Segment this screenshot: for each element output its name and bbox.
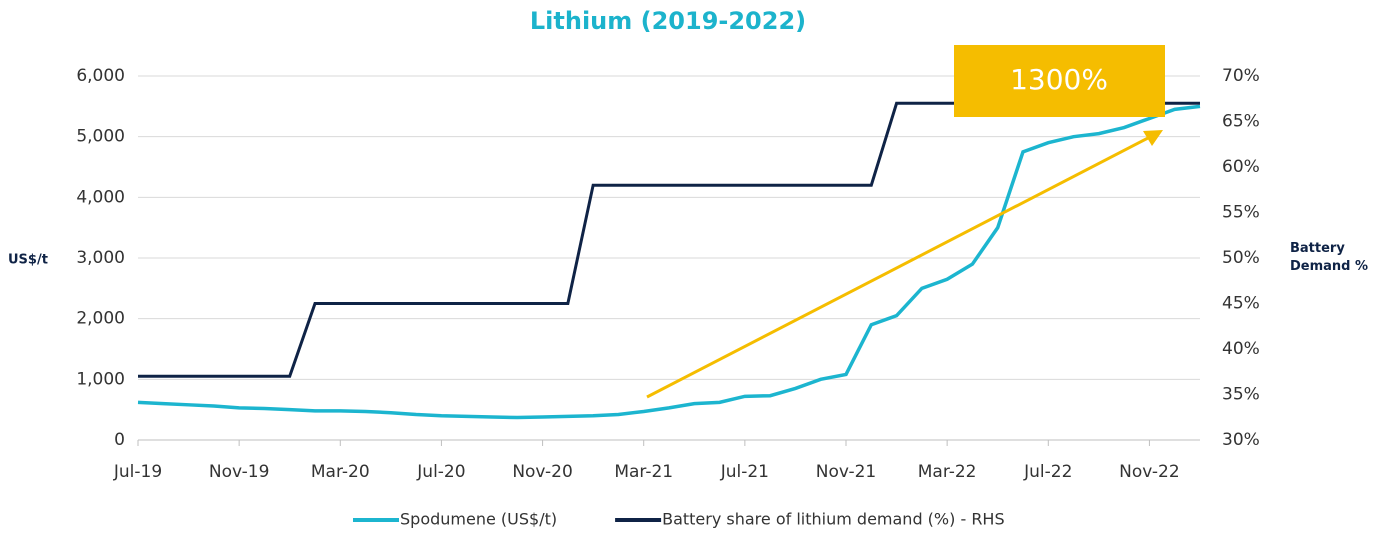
y2-tick-label: 65% bbox=[1222, 112, 1260, 132]
y2-tick-label: 60% bbox=[1222, 157, 1260, 177]
x-tick-label: Jul-19 bbox=[113, 462, 162, 482]
x-tick-label: Jul-20 bbox=[416, 462, 465, 482]
x-tick-label: Jul-22 bbox=[1023, 462, 1072, 482]
y2-tick-label: 45% bbox=[1222, 294, 1260, 314]
legend-label: Battery share of lithium demand (%) - RH… bbox=[662, 510, 1005, 529]
y-tick-label: 4,000 bbox=[76, 187, 125, 207]
x-tick-label: Jul-21 bbox=[720, 462, 769, 482]
y-axis-label: US$/t bbox=[8, 253, 48, 268]
y2-tick-label: 55% bbox=[1222, 203, 1260, 223]
x-tick-label: Mar-21 bbox=[614, 462, 673, 482]
chart-title: Lithium (2019-2022) bbox=[530, 7, 806, 35]
y2-tick-label: 35% bbox=[1222, 385, 1260, 405]
y2-axis-label: Battery Demand % bbox=[1290, 241, 1369, 274]
x-tick-label: Mar-20 bbox=[311, 462, 370, 482]
y2-tick-label: 70% bbox=[1222, 66, 1260, 86]
y-tick-label: 6,000 bbox=[76, 66, 125, 86]
trend-arrow bbox=[646, 135, 1151, 399]
annotation: 1300% bbox=[1010, 63, 1108, 96]
annotation-box bbox=[954, 45, 1165, 117]
x-tick-label: Nov-21 bbox=[816, 462, 877, 482]
x-tick-label: Nov-19 bbox=[209, 462, 270, 482]
y2-tick-label: 30% bbox=[1222, 430, 1260, 450]
y2-tick-label: 40% bbox=[1222, 339, 1260, 359]
y-tick-label: 5,000 bbox=[76, 127, 125, 147]
x-tick-label: Nov-20 bbox=[512, 462, 573, 482]
y-tick-label: 0 bbox=[114, 430, 125, 450]
y-tick-label: 2,000 bbox=[76, 309, 125, 329]
y2-tick-label: 50% bbox=[1222, 248, 1260, 268]
arrow-head bbox=[1143, 130, 1163, 146]
series-line bbox=[137, 104, 1201, 420]
y-tick-label: 1,000 bbox=[76, 369, 125, 389]
y-tick-label: 3,000 bbox=[76, 248, 125, 268]
legend-label: Spodumene (US$/t) bbox=[400, 510, 557, 529]
x-tick-label: Nov-22 bbox=[1119, 462, 1180, 482]
x-tick-label: Mar-22 bbox=[918, 462, 977, 482]
